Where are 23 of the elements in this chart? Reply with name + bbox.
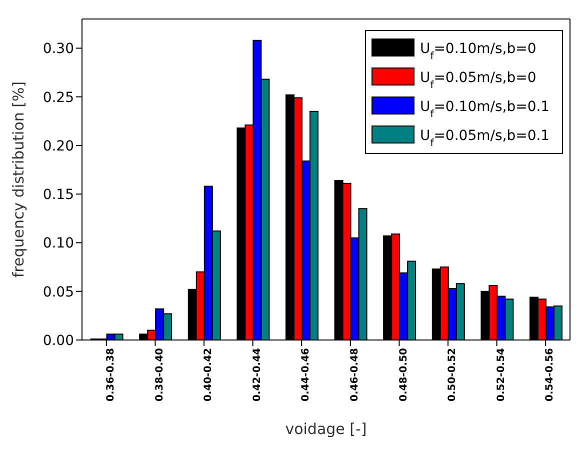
y-tick-label: 0.25	[42, 90, 74, 106]
x-tick-label: 0.46-0.48	[350, 348, 360, 402]
x-tick-label: 0.44-0.46	[300, 348, 312, 402]
y-tick-label: 0.10	[42, 236, 74, 252]
x-tick-label: 0.52-0.54	[496, 348, 507, 402]
x-tick-label: 0.54-0.56	[544, 348, 556, 402]
x-tick-label: 0.48-0.50	[398, 348, 410, 402]
y-tick-label: 0.30	[42, 41, 74, 58]
legend-label: U$_{f}$=0.10m/s,b=0	[420, 41, 536, 62]
y-tick-label: 0.00	[42, 332, 74, 349]
x-tick-label: 0.38-0.40	[154, 348, 166, 402]
x-tick-label: 0.50-0.52	[447, 348, 458, 402]
y-tick-label: 0.05	[42, 284, 74, 300]
y-tick-label: 0.20	[42, 138, 74, 154]
x-tick-label: 0.36-0.38	[106, 348, 116, 402]
legend-label: U$_{f}$=0.10m/s,b=0.1	[420, 99, 550, 120]
x-tick-label: 0.42-0.44	[252, 348, 263, 402]
legend-label: U$_{f}$=0.05m/s,b=0.1	[420, 128, 550, 148]
y-tick-label: 0.15	[42, 187, 74, 204]
x-tick-label: 0.40-0.42	[203, 348, 214, 402]
y-axis-title: frequency distribution [%]	[9, 81, 28, 278]
legend-label: U$_{f}$=0.05m/s,b=0	[420, 70, 536, 90]
x-axis-title: voidage [-]	[285, 420, 367, 438]
